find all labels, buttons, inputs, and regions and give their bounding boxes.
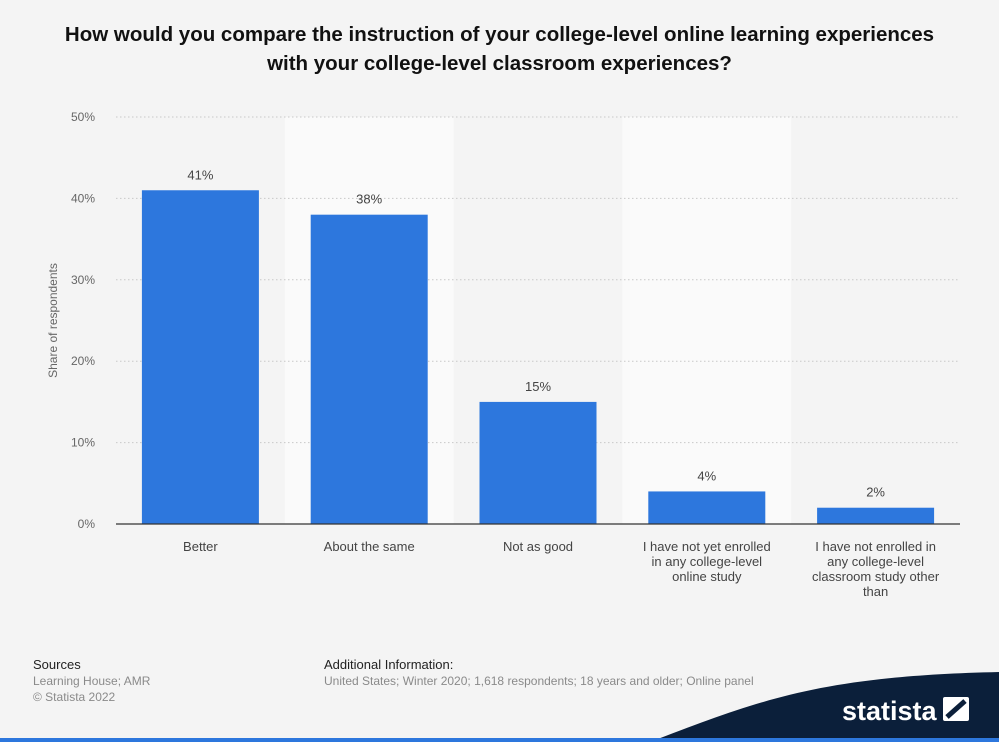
bottom-accent-bar bbox=[0, 738, 999, 742]
y-tick-label: 30% bbox=[71, 273, 95, 287]
data-label: 38% bbox=[356, 192, 382, 207]
chart-title: How would you compare the instruction of… bbox=[64, 23, 935, 75]
bar-chart: 0% 10% 20% 30% 40% 50% Share of respondents 41%… bbox=[46, 110, 960, 599]
statista-logo-icon bbox=[943, 697, 969, 721]
data-label: 41% bbox=[187, 167, 213, 182]
category-label: About the same bbox=[324, 539, 415, 554]
y-tick-label: 50% bbox=[71, 110, 95, 124]
bar bbox=[479, 401, 597, 524]
bar bbox=[648, 491, 766, 524]
category-label: Better bbox=[183, 539, 218, 554]
y-tick-label: 0% bbox=[78, 517, 96, 531]
sources-heading: Sources bbox=[33, 657, 81, 672]
copyright-text: © Statista 2022 bbox=[33, 690, 116, 704]
column-band bbox=[622, 117, 792, 524]
sources-text: Learning House; AMR bbox=[33, 674, 151, 688]
y-axis-label: Share of respondents bbox=[46, 263, 60, 378]
additional-info-text: United States; Winter 2020; 1,618 respon… bbox=[324, 674, 754, 688]
y-tick-label: 10% bbox=[71, 436, 95, 450]
additional-info-block: Additional Information: United States; W… bbox=[324, 657, 754, 689]
data-label: 2% bbox=[866, 485, 885, 500]
bar bbox=[310, 214, 428, 524]
data-label: 4% bbox=[697, 468, 716, 483]
additional-info-heading: Additional Information: bbox=[324, 657, 454, 672]
bar bbox=[141, 190, 259, 524]
category-label: I have not yet enrolled in any college-le… bbox=[643, 539, 771, 584]
bar bbox=[817, 507, 935, 524]
statista-logo-text: statista bbox=[842, 696, 938, 726]
category-label: I have not enrolled in any college-level c… bbox=[812, 539, 940, 599]
y-tick-label: 20% bbox=[71, 354, 95, 368]
sources-block: Sources Learning House; AMR © Statista 2… bbox=[33, 657, 150, 705]
y-tick-label: 40% bbox=[71, 191, 95, 205]
data-label: 15% bbox=[525, 379, 551, 394]
category-label: Not as good bbox=[503, 539, 573, 554]
